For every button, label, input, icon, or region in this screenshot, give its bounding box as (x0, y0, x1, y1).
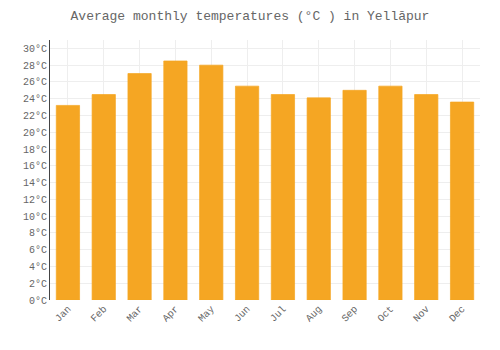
svg-text:Mar: Mar (125, 304, 146, 325)
svg-text:16°C: 16°C (23, 161, 47, 172)
svg-text:22°C: 22°C (23, 111, 47, 122)
svg-text:4°C: 4°C (29, 262, 47, 273)
svg-text:Average monthly temperatures (: Average monthly temperatures (°C ) in Ye… (71, 9, 430, 24)
svg-text:20°C: 20°C (23, 128, 47, 139)
svg-text:6°C: 6°C (29, 245, 47, 256)
svg-text:Jan: Jan (53, 304, 74, 325)
svg-text:30°C: 30°C (23, 44, 47, 55)
svg-text:Jul: Jul (268, 304, 289, 325)
svg-text:2°C: 2°C (29, 279, 47, 290)
svg-text:12°C: 12°C (23, 195, 47, 206)
svg-text:Apr: Apr (161, 304, 182, 325)
svg-text:8°C: 8°C (29, 228, 47, 239)
svg-text:May: May (196, 304, 217, 325)
svg-text:26°C: 26°C (23, 77, 47, 88)
svg-text:0°C: 0°C (29, 296, 47, 307)
svg-text:10°C: 10°C (23, 212, 47, 223)
svg-text:Aug: Aug (304, 304, 325, 325)
svg-text:Feb: Feb (89, 304, 110, 325)
svg-text:Jun: Jun (232, 304, 253, 325)
svg-text:Sep: Sep (340, 304, 361, 325)
svg-text:24°C: 24°C (23, 94, 47, 105)
svg-text:14°C: 14°C (23, 178, 47, 189)
svg-text:Nov: Nov (411, 304, 432, 325)
svg-text:18°C: 18°C (23, 145, 47, 156)
svg-text:Dec: Dec (447, 304, 468, 325)
svg-text:28°C: 28°C (23, 61, 47, 72)
svg-text:Oct: Oct (376, 304, 397, 325)
